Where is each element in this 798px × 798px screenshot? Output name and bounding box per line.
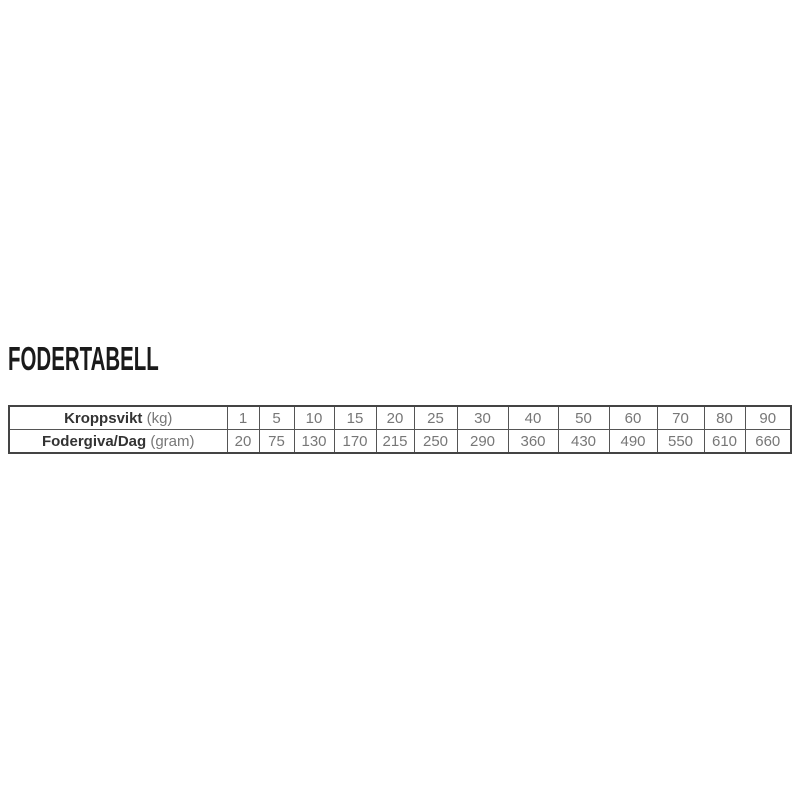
table-cell: 15 bbox=[333, 405, 377, 430]
table-cell: 430 bbox=[557, 429, 610, 454]
row-label: Fodergiva/Dag (gram) bbox=[8, 429, 228, 454]
table-cell: 10 bbox=[293, 405, 335, 430]
table-cell: 170 bbox=[333, 429, 377, 454]
table-cell: 20 bbox=[226, 429, 260, 454]
table-cell: 360 bbox=[507, 429, 559, 454]
table-cell: 610 bbox=[703, 429, 746, 454]
table-cell: 130 bbox=[293, 429, 335, 454]
table-cell: 80 bbox=[703, 405, 746, 430]
table-cell: 250 bbox=[413, 429, 458, 454]
table-cell: 50 bbox=[557, 405, 610, 430]
body-weight-row: Kroppsvikt (kg) 1 5 10 15 20 25 30 40 50 60 70 80 90 bbox=[8, 405, 792, 430]
page-title: FODERTABELL bbox=[8, 340, 159, 377]
table-cell: 30 bbox=[456, 405, 509, 430]
table-cell: 75 bbox=[258, 429, 295, 454]
row-label: Kroppsvikt (kg) bbox=[8, 405, 228, 430]
table-cell: 60 bbox=[608, 405, 658, 430]
table-cell: 550 bbox=[656, 429, 705, 454]
row-label-text: Fodergiva/Dag bbox=[41, 432, 147, 450]
row-label-unit: (gram) bbox=[150, 432, 195, 450]
table-cell: 25 bbox=[413, 405, 458, 430]
table-cell: 290 bbox=[456, 429, 509, 454]
row-label-text: Kroppsvikt bbox=[64, 409, 143, 427]
table-cell: 490 bbox=[608, 429, 658, 454]
table-cell: 20 bbox=[375, 405, 415, 430]
table-cell: 90 bbox=[744, 405, 792, 430]
table-cell: 1 bbox=[226, 405, 260, 430]
table-cell: 5 bbox=[258, 405, 295, 430]
table-cell: 40 bbox=[507, 405, 559, 430]
feeding-table: Kroppsvikt (kg) 1 5 10 15 20 25 30 40 50 60 70 80 90 F… bbox=[8, 405, 792, 454]
row-label-unit: (kg) bbox=[146, 409, 173, 427]
table-cell: 660 bbox=[744, 429, 792, 454]
daily-feed-row: Fodergiva/Dag (gram) 20 75 130 170 215 250 290 3… bbox=[8, 429, 792, 454]
table-cell: 215 bbox=[375, 429, 415, 454]
table-cell: 70 bbox=[656, 405, 705, 430]
